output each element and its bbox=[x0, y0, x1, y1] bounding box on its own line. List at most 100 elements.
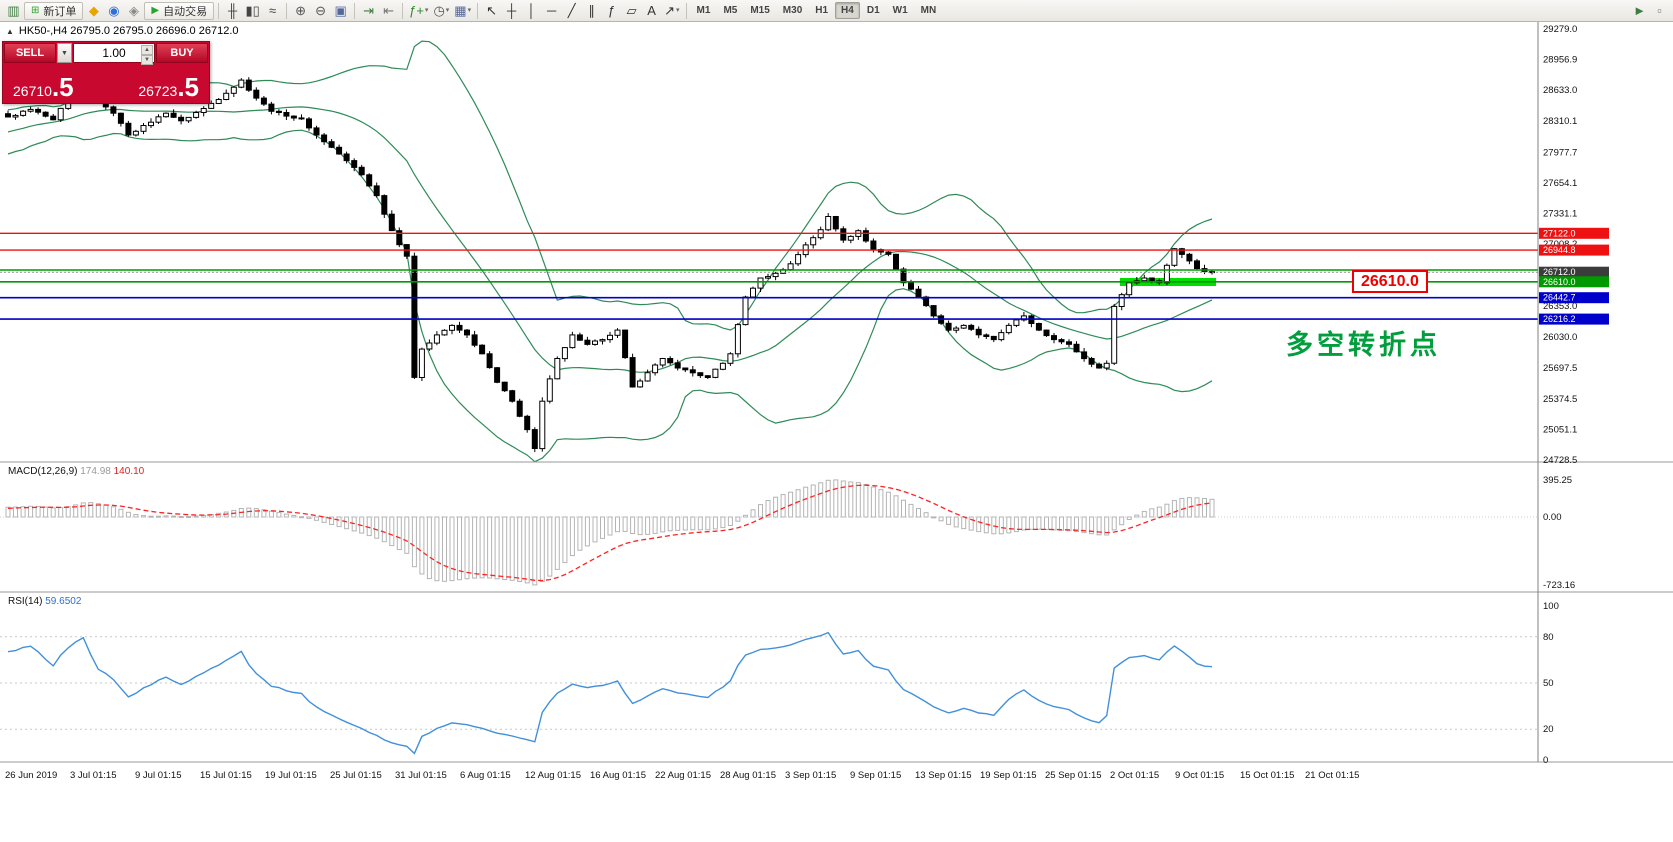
axis-label: 25697.5 bbox=[1543, 363, 1577, 374]
axis-label: 20 bbox=[1543, 724, 1554, 735]
macd-pane[interactable]: MACD(12,26,9) 174.98 140.10 bbox=[0, 466, 1538, 586]
timeframe-m1-button[interactable]: M1 bbox=[696, 5, 711, 16]
new-order-button[interactable]: ⊞ 新订单 bbox=[24, 1, 84, 20]
timeframe-m15-button[interactable]: M15 bbox=[750, 5, 770, 16]
indicators-icon[interactable]: ƒ+ ▾ bbox=[407, 2, 430, 20]
price-tag-27122.0 bbox=[1539, 227, 1609, 239]
chart-canvas[interactable]: 29279.0 28956.9 28633.0 28310.1 27977.7 27654… bbox=[0, 22, 1673, 837]
timeframe-d1-button[interactable]: D1 bbox=[866, 5, 880, 16]
toolbar-separator bbox=[477, 2, 479, 19]
horizontal-lines[interactable] bbox=[0, 232, 1538, 320]
crosshair-icon: ┼ bbox=[507, 3, 517, 18]
line-chart-icon[interactable]: ≈ bbox=[263, 2, 282, 20]
axis-label: 80 bbox=[1543, 632, 1554, 643]
svg-text:26944.8: 26944.8 bbox=[1543, 245, 1576, 255]
templates-icon: ▦ bbox=[454, 3, 467, 18]
autotrading-button[interactable]: ▶ 自动交易 bbox=[144, 1, 215, 20]
price-tag-26610.0 bbox=[1539, 276, 1609, 288]
price-callout-26610[interactable]: 26610.0 bbox=[1352, 270, 1428, 293]
templates-icon[interactable]: ▦ ▾ bbox=[452, 2, 473, 20]
crosshair-icon[interactable]: ┼ bbox=[502, 2, 521, 20]
expand-dialog-icon[interactable]: ► bbox=[1630, 2, 1649, 20]
shapes-icon: ▱ bbox=[626, 3, 637, 18]
price-tag-26216.2 bbox=[1539, 313, 1609, 325]
time-label: 25 Jul 01:15 bbox=[330, 770, 382, 781]
axis-label: 27331.1 bbox=[1543, 209, 1577, 220]
chart-area[interactable]: 29279.0 28956.9 28633.0 28310.1 27977.7 27654… bbox=[0, 22, 1673, 837]
sell-button[interactable]: SELL bbox=[4, 43, 56, 63]
text-tool-icon[interactable]: A bbox=[642, 2, 661, 20]
arrow-tools-icon[interactable]: ↗ ▾ bbox=[662, 2, 681, 20]
horizontal-line-icon[interactable]: ─ bbox=[542, 2, 561, 20]
volume-field[interactable]: 1.00 ▲ ▼ bbox=[73, 43, 155, 65]
volume-preset-dropdown[interactable]: ▼ bbox=[57, 43, 72, 63]
time-label: 22 Aug 01:15 bbox=[655, 770, 711, 781]
chart-shift-icon[interactable]: ⇤ bbox=[379, 2, 398, 20]
candlestick-chart-icon[interactable]: ▮▯ bbox=[243, 2, 262, 20]
timeframe-h1-button[interactable]: H1 bbox=[815, 5, 829, 16]
timeframe-w1-button[interactable]: W1 bbox=[892, 5, 908, 16]
fibonacci-icon: ƒ bbox=[607, 3, 616, 18]
toolbar-separator bbox=[218, 2, 220, 19]
buy-price-display: 26723.5 bbox=[138, 72, 199, 102]
community-icon: ◉ bbox=[108, 3, 120, 18]
bollinger-bands bbox=[7, 40, 1213, 463]
trade-panel-toggle-icon[interactable]: ▲ bbox=[6, 26, 14, 36]
candlestick-chart-icon: ▮▯ bbox=[245, 3, 260, 18]
tile-windows-icon: ▣ bbox=[334, 3, 347, 18]
volume-value: 1.00 bbox=[102, 46, 126, 60]
time-label: 9 Oct 01:15 bbox=[1175, 770, 1224, 781]
volume-up-button[interactable]: ▲ bbox=[141, 45, 153, 55]
zoom-in-icon: ⊕ bbox=[295, 3, 307, 18]
candlesticks bbox=[5, 74, 1215, 453]
axis-label: 27654.1 bbox=[1543, 178, 1577, 189]
time-label: 9 Jul 01:15 bbox=[135, 770, 181, 781]
auto-scroll-icon: ⇥ bbox=[363, 3, 375, 18]
axis-label: 29279.0 bbox=[1543, 24, 1577, 35]
vertical-line-icon: │ bbox=[527, 3, 536, 18]
arrow-tools-icon-caret[interactable]: ▾ bbox=[676, 7, 680, 14]
cursor-icon[interactable]: ↖ bbox=[482, 2, 501, 20]
periods-icon-caret[interactable]: ▾ bbox=[445, 7, 450, 14]
indicators-icon-caret[interactable]: ▾ bbox=[424, 7, 429, 14]
vertical-line-icon[interactable]: │ bbox=[522, 2, 541, 20]
timeframe-m30-button[interactable]: M30 bbox=[782, 5, 803, 16]
trendline-icon: ╱ bbox=[567, 3, 576, 18]
periods-icon[interactable]: ◷ ▾ bbox=[431, 2, 451, 20]
rsi-pane[interactable]: RSI(14) 59.6502 bbox=[0, 596, 1538, 755]
channel-icon[interactable]: ∥ bbox=[582, 2, 601, 20]
trendline-icon[interactable]: ╱ bbox=[562, 2, 581, 20]
auto-scroll-icon[interactable]: ⇥ bbox=[359, 2, 378, 20]
buy-button[interactable]: BUY bbox=[156, 43, 208, 63]
one-click-trading-panel: SELL ▼ 1.00 ▲ ▼ BUY 26710.5 26723.5 bbox=[2, 41, 210, 104]
tile-windows-icon[interactable]: ▣ bbox=[331, 2, 350, 20]
pane-separators bbox=[0, 22, 1673, 763]
toolbar-options-icon[interactable]: ▫ bbox=[1650, 2, 1669, 20]
metaquotes-icon[interactable]: ◆ bbox=[84, 2, 103, 20]
axis-label: 0 bbox=[1543, 755, 1548, 766]
community-icon[interactable]: ◉ bbox=[104, 2, 123, 20]
timeframe-m5-button[interactable]: M5 bbox=[723, 5, 738, 16]
shapes-icon[interactable]: ▱ bbox=[622, 2, 641, 20]
zoom-out-icon[interactable]: ⊖ bbox=[311, 2, 330, 20]
price-axis[interactable]: 29279.0 28956.9 28633.0 28310.1 27977.7 27654… bbox=[1539, 24, 1609, 766]
zoom-in-icon[interactable]: ⊕ bbox=[291, 2, 310, 20]
time-axis[interactable]: 26 Jun 2019 3 Jul 01:15 9 Jul 01:15 15 Jul … bbox=[5, 770, 1359, 781]
svg-text:27122.0: 27122.0 bbox=[1543, 228, 1576, 238]
time-label: 25 Sep 01:15 bbox=[1045, 770, 1102, 781]
templates-icon-caret[interactable]: ▾ bbox=[467, 7, 472, 14]
volume-down-button[interactable]: ▼ bbox=[141, 55, 153, 65]
chinese-annotation-text[interactable]: 多空转折点 bbox=[1286, 330, 1441, 361]
timeframe-h4-button[interactable]: H4 bbox=[835, 2, 860, 19]
price-tag-26944.8 bbox=[1539, 244, 1609, 256]
channel-icon: ∥ bbox=[588, 3, 595, 18]
fibonacci-icon[interactable]: ƒ bbox=[602, 2, 621, 20]
new-chart-icon[interactable]: ▥ bbox=[4, 2, 23, 20]
time-label: 19 Jul 01:15 bbox=[265, 770, 317, 781]
axis-label: 28310.1 bbox=[1543, 116, 1577, 127]
timeframe-mn-button[interactable]: MN bbox=[920, 5, 937, 16]
expand-dialog-icon: ► bbox=[1633, 3, 1646, 18]
market-icon[interactable]: ◈ bbox=[124, 2, 143, 20]
bar-chart-icon[interactable]: ╫ bbox=[223, 2, 242, 20]
new-chart-icon: ▥ bbox=[7, 3, 20, 18]
